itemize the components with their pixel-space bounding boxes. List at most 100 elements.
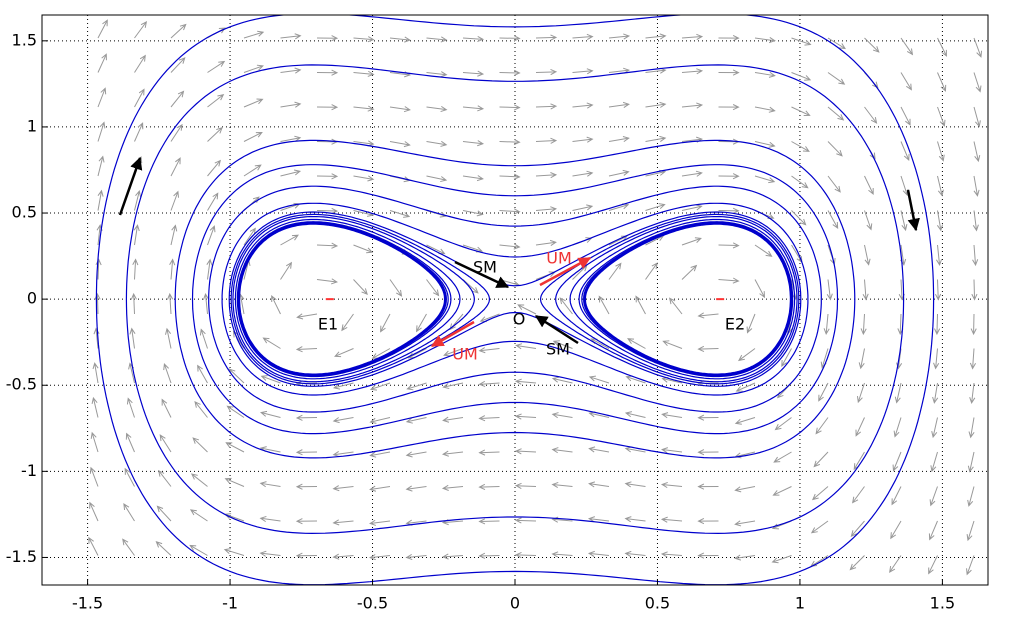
field-arrow (123, 503, 135, 522)
field-arrow (535, 137, 558, 144)
field-arrow (368, 554, 391, 561)
field-arrow (928, 555, 938, 575)
x-tick-label: 1.5 (930, 594, 955, 613)
field-arrow (791, 141, 810, 152)
field-arrow (295, 346, 318, 353)
x-tick-label: -0.5 (357, 594, 388, 613)
field-arrow (864, 175, 874, 196)
field-arrow (973, 72, 982, 93)
field-arrow (823, 313, 830, 336)
field-arrow (89, 501, 99, 522)
field-arrow (167, 292, 174, 315)
field-arrow (223, 548, 245, 556)
field-arrow (791, 175, 809, 189)
annotation: O (513, 310, 526, 329)
field-arrow (754, 141, 776, 148)
field-arrow (608, 136, 630, 143)
field-arrow (681, 33, 704, 40)
field-arrow (517, 304, 537, 315)
field-arrow (514, 448, 537, 455)
y-tick-label: -1 (21, 461, 37, 480)
field-arrow (202, 292, 210, 315)
field-arrow (635, 295, 646, 315)
field-arrow (426, 71, 448, 78)
annotation: E2 (725, 315, 745, 334)
field-arrow (95, 258, 102, 280)
arrow (118, 156, 143, 216)
field-arrow (893, 417, 902, 438)
field-arrow (134, 88, 145, 108)
field-arrow (791, 210, 807, 226)
field-arrow (341, 313, 354, 332)
field-arrow (259, 550, 281, 557)
field-arrow (718, 242, 740, 249)
field-arrow (271, 295, 281, 315)
field-arrow (442, 416, 464, 423)
field-arrow (243, 131, 263, 142)
field-arrow (551, 376, 573, 384)
field-arrow (243, 227, 256, 246)
field-arrow (645, 135, 667, 142)
field-arrow (588, 516, 610, 523)
annotation: SM (473, 258, 497, 277)
y-tick-label: 0.5 (12, 203, 37, 222)
field-arrow (389, 210, 411, 218)
field-arrow (389, 141, 411, 148)
field-arrow (668, 297, 683, 315)
x-tick-label: 1 (795, 594, 805, 613)
field-arrow (426, 279, 440, 297)
direction-arrows (118, 156, 920, 348)
field-arrow (681, 264, 698, 280)
x-tick-label: -1.5 (72, 594, 103, 613)
field-arrow (478, 380, 500, 388)
field-arrow (535, 68, 558, 76)
field-arrow (499, 208, 521, 215)
field-arrow (462, 70, 485, 77)
field-arrow (353, 105, 375, 112)
arrow (430, 320, 475, 348)
field-arrow (97, 53, 107, 73)
x-tick-label: 0 (510, 594, 520, 613)
field-arrow (645, 33, 667, 40)
field-arrow (316, 207, 339, 214)
ticks: -1.5 -1 -0.5 0 0.5 1 1.5 -1.5 -1 -0.5 0 0.5 1 1.5 (6, 30, 955, 612)
y-tick-label: 1.5 (12, 30, 37, 49)
field-arrow (608, 101, 630, 108)
field-arrow (91, 396, 99, 418)
field-arrow (316, 104, 339, 111)
field-arrow (156, 505, 172, 522)
field-arrow (551, 447, 573, 454)
grid (42, 15, 988, 585)
field-arrow (572, 33, 594, 40)
field-arrow (734, 417, 756, 425)
field-arrow (858, 348, 865, 370)
field-arrow (192, 437, 208, 453)
orbits (95, 15, 935, 585)
field-arrow (937, 72, 947, 92)
field-arrow (572, 204, 594, 211)
field-arrow (371, 348, 391, 359)
field-arrow (190, 473, 208, 487)
field-arrow (718, 173, 740, 180)
field-arrow (718, 207, 740, 214)
field-arrow (369, 382, 391, 391)
orbit (125, 64, 905, 535)
field-arrow (551, 551, 573, 558)
field-arrow (937, 106, 946, 127)
field-arrow (416, 313, 427, 333)
x-tick-label: -1 (222, 594, 238, 613)
field-arrow (170, 57, 186, 73)
field-arrow (718, 277, 740, 284)
field-arrow (900, 106, 911, 126)
field-arrow (405, 485, 427, 492)
annotation: E1 (318, 315, 338, 334)
field-arrow (661, 447, 683, 454)
field-arrow (937, 37, 947, 57)
field-arrow (810, 520, 829, 534)
field-arrow (369, 451, 391, 458)
field-arrow (972, 244, 979, 267)
field-arrow (754, 71, 776, 78)
field-arrow (207, 126, 223, 142)
field-arrow (369, 519, 391, 526)
